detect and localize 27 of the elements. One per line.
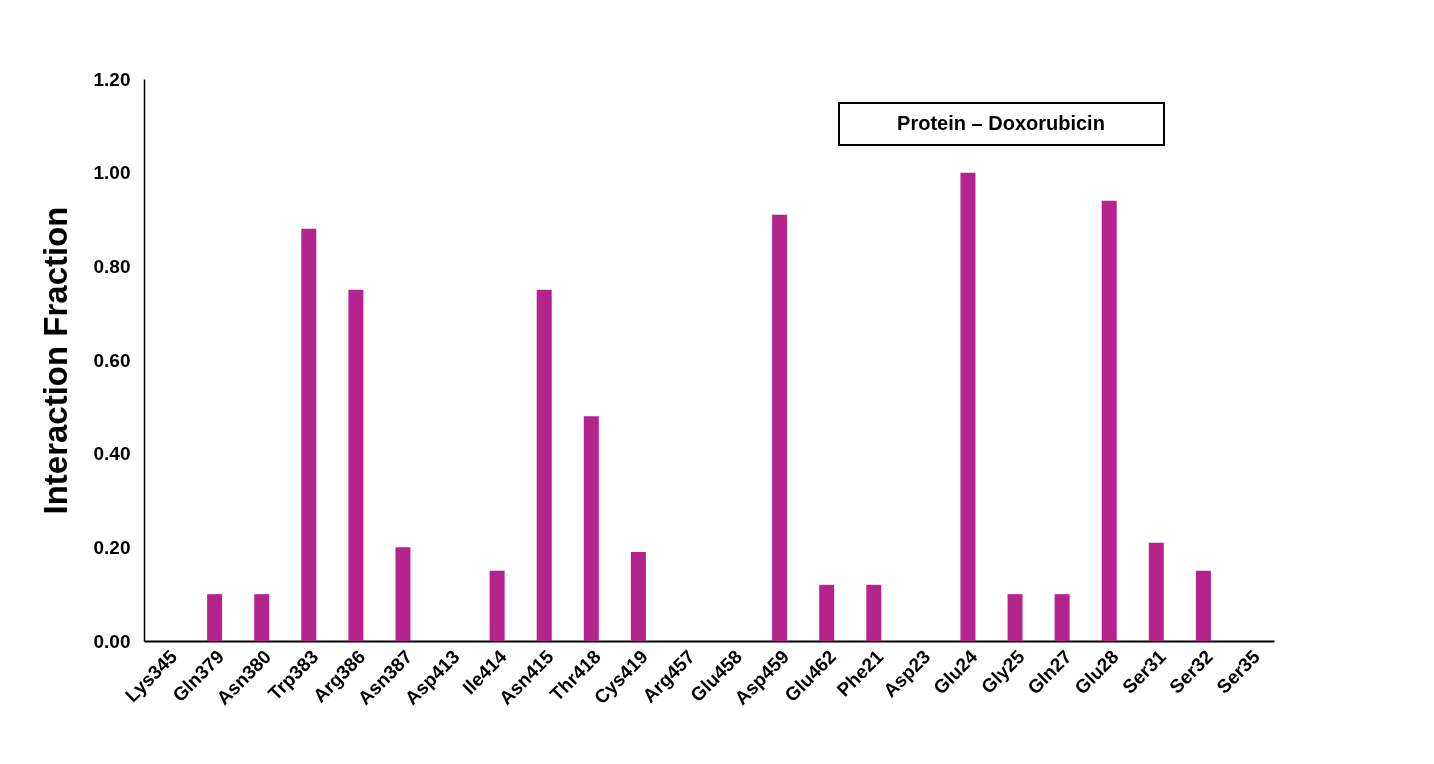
y-tick-label: 0.20 <box>93 536 131 558</box>
y-tick-label: 0.00 <box>93 630 131 652</box>
bar <box>583 416 599 641</box>
bar <box>1101 200 1117 641</box>
y-tick-label: 0.40 <box>93 443 131 465</box>
y-axis-title: Interaction Fraction <box>36 206 74 515</box>
y-tick-label: 1.00 <box>93 162 131 184</box>
bar <box>348 289 364 641</box>
bar <box>1195 570 1211 641</box>
y-tick-label: 1.20 <box>93 68 131 90</box>
bar <box>630 552 646 641</box>
bar <box>866 584 882 641</box>
bar <box>207 594 223 641</box>
bar <box>1007 594 1023 641</box>
bar <box>301 228 317 641</box>
bar <box>489 570 505 641</box>
y-tick-label: 0.80 <box>93 255 131 277</box>
annotation: Protein – Doxorubicin <box>897 112 1105 134</box>
bar <box>772 214 788 641</box>
bar <box>1054 594 1070 641</box>
y-tick-label: 0.60 <box>93 349 131 371</box>
bar <box>819 584 835 641</box>
bar <box>1148 542 1164 641</box>
bar <box>254 594 270 641</box>
bar <box>395 547 411 641</box>
bar <box>960 172 976 641</box>
bar <box>536 289 552 641</box>
